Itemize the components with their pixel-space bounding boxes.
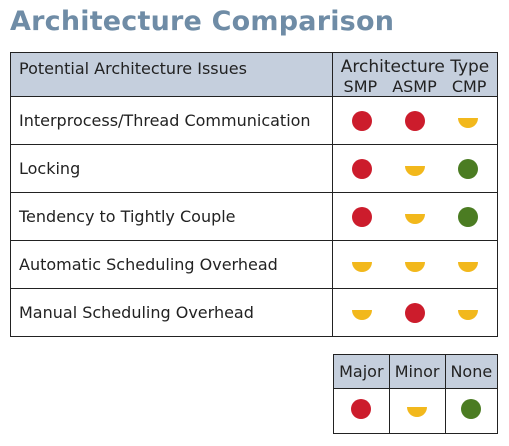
rating-cmp xyxy=(448,158,488,179)
column-header-cmp: CMP xyxy=(451,77,487,96)
legend-table: Major Minor None xyxy=(333,354,499,434)
legend-label-minor: Minor xyxy=(388,354,446,389)
table-row: Automatic Scheduling Overhead xyxy=(10,240,498,289)
major-rating-icon xyxy=(352,158,373,179)
rating-marks xyxy=(333,145,497,192)
rating-smp xyxy=(342,306,382,320)
issue-label: Interprocess/Thread Communication xyxy=(10,96,333,145)
architecture-type-columns: SMP ASMP CMP xyxy=(333,77,497,96)
rating-marks xyxy=(333,241,497,288)
rating-marks xyxy=(333,193,497,240)
minor-rating-icon xyxy=(457,117,478,128)
none-rating-icon xyxy=(457,158,478,179)
column-header-asmp: ASMP xyxy=(392,77,437,96)
minor-rating-icon xyxy=(404,213,425,224)
minor-rating-icon xyxy=(457,309,478,320)
none-rating-icon xyxy=(457,206,478,227)
rating-cmp xyxy=(448,206,488,227)
legend-marks-row xyxy=(333,388,499,434)
table-row: Interprocess/Thread Communication xyxy=(10,96,498,145)
rating-asmp xyxy=(395,258,435,272)
minor-half-dot-icon xyxy=(407,406,428,417)
rating-marks xyxy=(333,289,497,336)
table-header-row: Potential Architecture Issues Architectu… xyxy=(10,52,498,97)
legend-cell-minor xyxy=(388,388,446,434)
issue-label: Automatic Scheduling Overhead xyxy=(10,240,333,289)
page-title: Architecture Comparison xyxy=(10,6,395,37)
major-rating-icon xyxy=(404,302,425,323)
major-dot-icon xyxy=(351,399,372,419)
architecture-type-header: Architecture Type SMP ASMP CMP xyxy=(332,52,498,97)
legend-cell-major xyxy=(333,388,390,434)
minor-rating-icon xyxy=(404,165,425,176)
legend-label-major: Major xyxy=(333,354,390,389)
minor-rating-icon xyxy=(404,261,425,272)
rating-cmp xyxy=(448,258,488,272)
minor-rating-icon xyxy=(352,309,373,320)
rating-smp xyxy=(342,158,382,179)
legend-label-none: None xyxy=(444,354,499,389)
rating-smp xyxy=(342,258,382,272)
rating-asmp xyxy=(395,162,435,176)
major-rating-icon xyxy=(352,110,373,131)
rating-smp xyxy=(342,206,382,227)
architecture-comparison-table: Potential Architecture Issues Architectu… xyxy=(10,52,498,337)
rating-cell xyxy=(332,288,498,337)
rating-cmp xyxy=(448,114,488,128)
legend-cell-none xyxy=(444,388,499,434)
issue-label: Manual Scheduling Overhead xyxy=(10,288,333,337)
rating-asmp xyxy=(395,302,435,323)
rating-marks xyxy=(333,97,497,144)
minor-rating-icon xyxy=(457,261,478,272)
architecture-type-title: Architecture Type xyxy=(340,57,490,77)
rating-cell xyxy=(332,96,498,145)
table-row: Tendency to Tightly Couple xyxy=(10,192,498,241)
legend-header-row: Major Minor None xyxy=(333,354,499,389)
minor-rating-icon xyxy=(352,261,373,272)
rating-cell xyxy=(332,192,498,241)
rating-cell xyxy=(332,144,498,193)
none-dot-icon xyxy=(461,399,482,419)
issue-label: Locking xyxy=(10,144,333,193)
rating-smp xyxy=(342,110,382,131)
table-row: Locking xyxy=(10,144,498,193)
rating-cmp xyxy=(448,306,488,320)
rating-cell xyxy=(332,240,498,289)
issues-column-header: Potential Architecture Issues xyxy=(10,52,333,97)
major-rating-icon xyxy=(404,110,425,131)
rating-asmp xyxy=(395,210,435,224)
issue-label: Tendency to Tightly Couple xyxy=(10,192,333,241)
table-row: Manual Scheduling Overhead xyxy=(10,288,498,337)
column-header-smp: SMP xyxy=(343,77,378,96)
major-rating-icon xyxy=(352,206,373,227)
rating-asmp xyxy=(395,110,435,131)
